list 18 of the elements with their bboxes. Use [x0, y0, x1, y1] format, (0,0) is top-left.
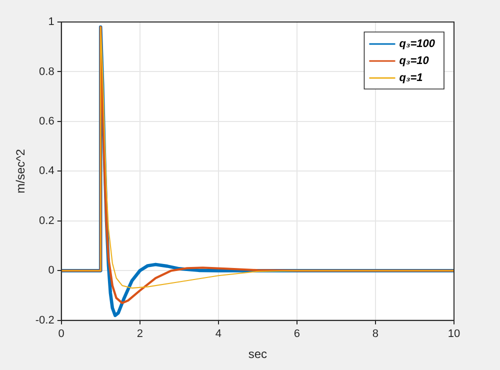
legend-label: q₃=10 — [399, 55, 430, 68]
y-tick-label: 0.8 — [39, 66, 54, 78]
y-tick-label: 0.6 — [39, 116, 54, 128]
x-tick-label: 0 — [58, 328, 64, 340]
y-tick-label: 0.2 — [39, 214, 54, 227]
x-tick-label: 6 — [294, 328, 300, 340]
x-axis-title: sec — [248, 347, 268, 362]
x-tick-label: 4 — [215, 328, 222, 340]
y-tick-label: 0 — [48, 264, 54, 277]
y-axis-title: m/sec^2 — [14, 148, 28, 194]
y-tick-label: 0.4 — [39, 165, 54, 178]
y-tick-label: -0.2 — [35, 314, 54, 326]
x-tick-label: 2 — [136, 328, 143, 340]
x-tick-label: 8 — [372, 328, 379, 340]
x-tick-label: 10 — [448, 328, 460, 340]
y-tick-label: 1 — [48, 16, 54, 28]
legend-label: q₃=1 — [399, 72, 423, 84]
legend-label: q₃=100 — [399, 38, 436, 50]
